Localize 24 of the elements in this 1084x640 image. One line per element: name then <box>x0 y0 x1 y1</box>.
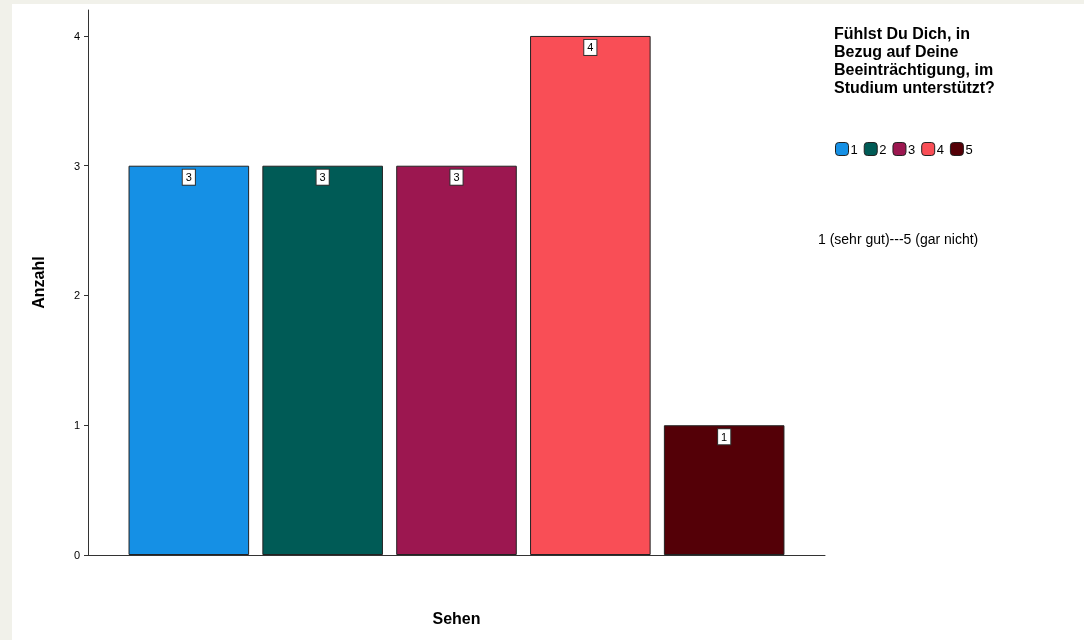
legend-label: 1 <box>850 141 858 157</box>
annotation: 1 (sehr gut)---5 (gar nicht) <box>818 231 979 247</box>
bar <box>663 425 785 555</box>
bar <box>396 165 517 555</box>
x-axis-title: Sehen <box>432 609 481 627</box>
bar <box>530 35 651 555</box>
bar <box>128 165 250 555</box>
y-axis-title: Anzahl <box>29 256 47 309</box>
legend-label: 3 <box>907 141 916 157</box>
y-tick-label: 0 <box>73 549 80 561</box>
legend-title: Fühlst Du Dich, in Bezug auf Deine Beeinträchtigung, im Studium unterstützt? <box>834 24 998 96</box>
bar <box>262 165 383 555</box>
data-label: 3 <box>319 171 326 184</box>
y-tick-label: 4 <box>73 29 80 42</box>
y-tick-label: 1 <box>73 419 80 432</box>
data-label: 3 <box>453 171 460 184</box>
y-tick-label: 2 <box>73 289 80 302</box>
y-tick-label: 3 <box>73 159 80 172</box>
legend-label: 4 <box>936 141 944 157</box>
data-label: 1 <box>721 430 728 443</box>
data-label: 3 <box>185 171 192 184</box>
legend-label: 2 <box>879 141 887 157</box>
data-label: 4 <box>587 41 594 54</box>
legend-label: 5 <box>965 141 973 157</box>
